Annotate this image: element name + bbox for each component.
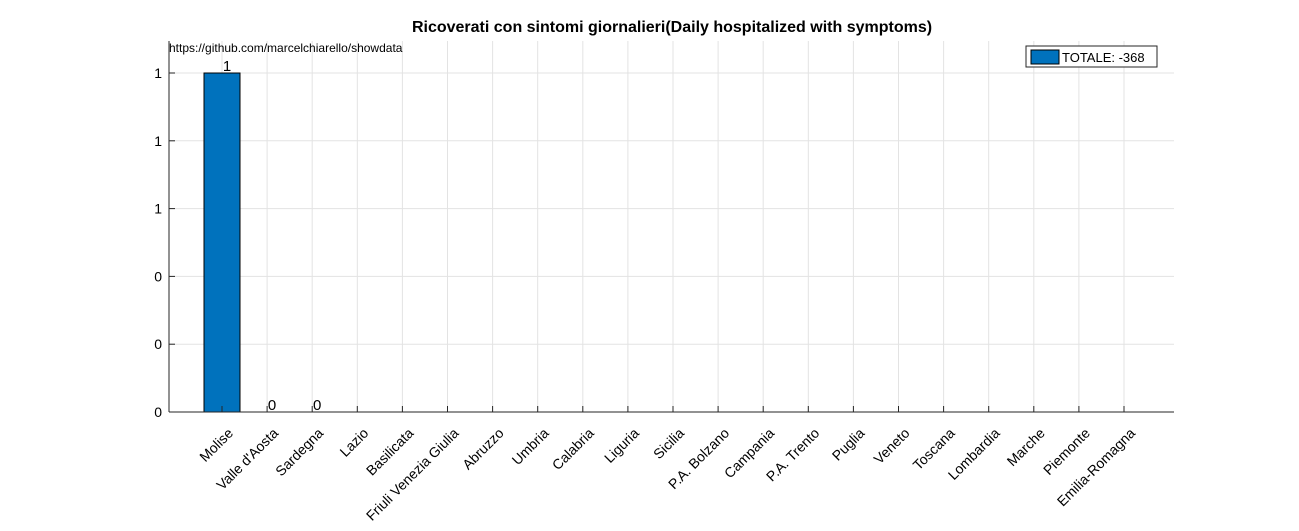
data-labels: 1 0 0 — [223, 58, 322, 414]
data-label: 0 — [313, 397, 321, 414]
legend-swatch — [1030, 49, 1060, 65]
x-tick-label: Puglia — [829, 425, 868, 464]
legend-label: TOTALE: -368 — [1062, 50, 1145, 65]
x-tick-label: Calabria — [549, 425, 597, 473]
x-tick-label: Molise — [196, 425, 236, 465]
y-tick-label: 1 — [154, 65, 162, 81]
x-tick-label: Emilia-Romagna — [1054, 425, 1139, 510]
y-tick-label: 1 — [154, 133, 162, 149]
y-tick-label: 1 — [154, 201, 162, 217]
x-tick-label: Sardegna — [272, 425, 326, 479]
x-tick-label: Abruzzo — [459, 425, 507, 473]
y-tick-label: 0 — [154, 404, 162, 420]
y-tick-label: 0 — [154, 336, 162, 352]
x-tick-label: Lazio — [336, 425, 371, 460]
source-annotation: https://github.com/marcelchiarello/showd… — [169, 41, 403, 55]
x-tick-label: Veneto — [870, 425, 912, 467]
data-label: 1 — [223, 58, 231, 75]
chart-title: Ricoverati con sintomi giornalieri(Daily… — [412, 19, 932, 36]
y-tick-labels: 0 0 0 1 1 1 — [154, 65, 162, 420]
x-tick-label: Umbria — [509, 425, 552, 468]
axes — [168, 41, 1174, 413]
y-tick-label: 0 — [154, 268, 162, 284]
grid — [169, 41, 1174, 413]
bars — [203, 72, 241, 413]
x-tick-label: Sicilia — [650, 425, 687, 462]
x-tick-label: Liguria — [601, 425, 642, 466]
data-label: 0 — [268, 397, 276, 414]
bar — [203, 72, 241, 413]
legend: TOTALE: -368 — [1025, 45, 1158, 68]
x-tick-label: Marche — [1004, 425, 1048, 469]
